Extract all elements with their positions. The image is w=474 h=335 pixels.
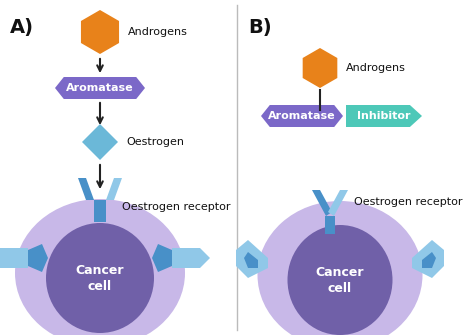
Polygon shape <box>236 240 268 278</box>
Polygon shape <box>328 190 348 216</box>
Polygon shape <box>244 252 258 268</box>
Ellipse shape <box>288 225 392 335</box>
Polygon shape <box>346 105 422 127</box>
Ellipse shape <box>15 199 185 335</box>
Polygon shape <box>81 10 119 54</box>
Polygon shape <box>312 190 332 216</box>
Text: Oestrogen receptor: Oestrogen receptor <box>354 197 463 207</box>
Text: Oestrogen: Oestrogen <box>126 137 184 147</box>
Polygon shape <box>303 48 337 88</box>
Polygon shape <box>78 178 94 200</box>
Text: Aromatase: Aromatase <box>268 111 336 121</box>
Polygon shape <box>0 248 28 268</box>
Polygon shape <box>82 124 118 160</box>
Polygon shape <box>422 252 436 268</box>
Text: Oestrogen receptor: Oestrogen receptor <box>122 202 230 212</box>
Polygon shape <box>28 244 48 272</box>
Polygon shape <box>412 240 444 278</box>
Polygon shape <box>94 200 106 222</box>
Text: Inhibitor: Inhibitor <box>357 111 411 121</box>
Polygon shape <box>325 216 335 234</box>
Text: A): A) <box>10 18 34 37</box>
Ellipse shape <box>46 223 154 333</box>
Ellipse shape <box>257 201 422 335</box>
Text: Cancer
cell: Cancer cell <box>316 266 364 294</box>
Text: Aromatase: Aromatase <box>66 83 134 93</box>
Polygon shape <box>172 248 210 268</box>
Polygon shape <box>106 178 122 200</box>
Text: B): B) <box>248 18 272 37</box>
Text: Androgens: Androgens <box>346 63 406 73</box>
Polygon shape <box>261 105 343 127</box>
Text: Cancer
cell: Cancer cell <box>76 264 124 292</box>
Text: Androgens: Androgens <box>128 27 188 37</box>
Polygon shape <box>55 77 145 99</box>
Polygon shape <box>152 244 172 272</box>
